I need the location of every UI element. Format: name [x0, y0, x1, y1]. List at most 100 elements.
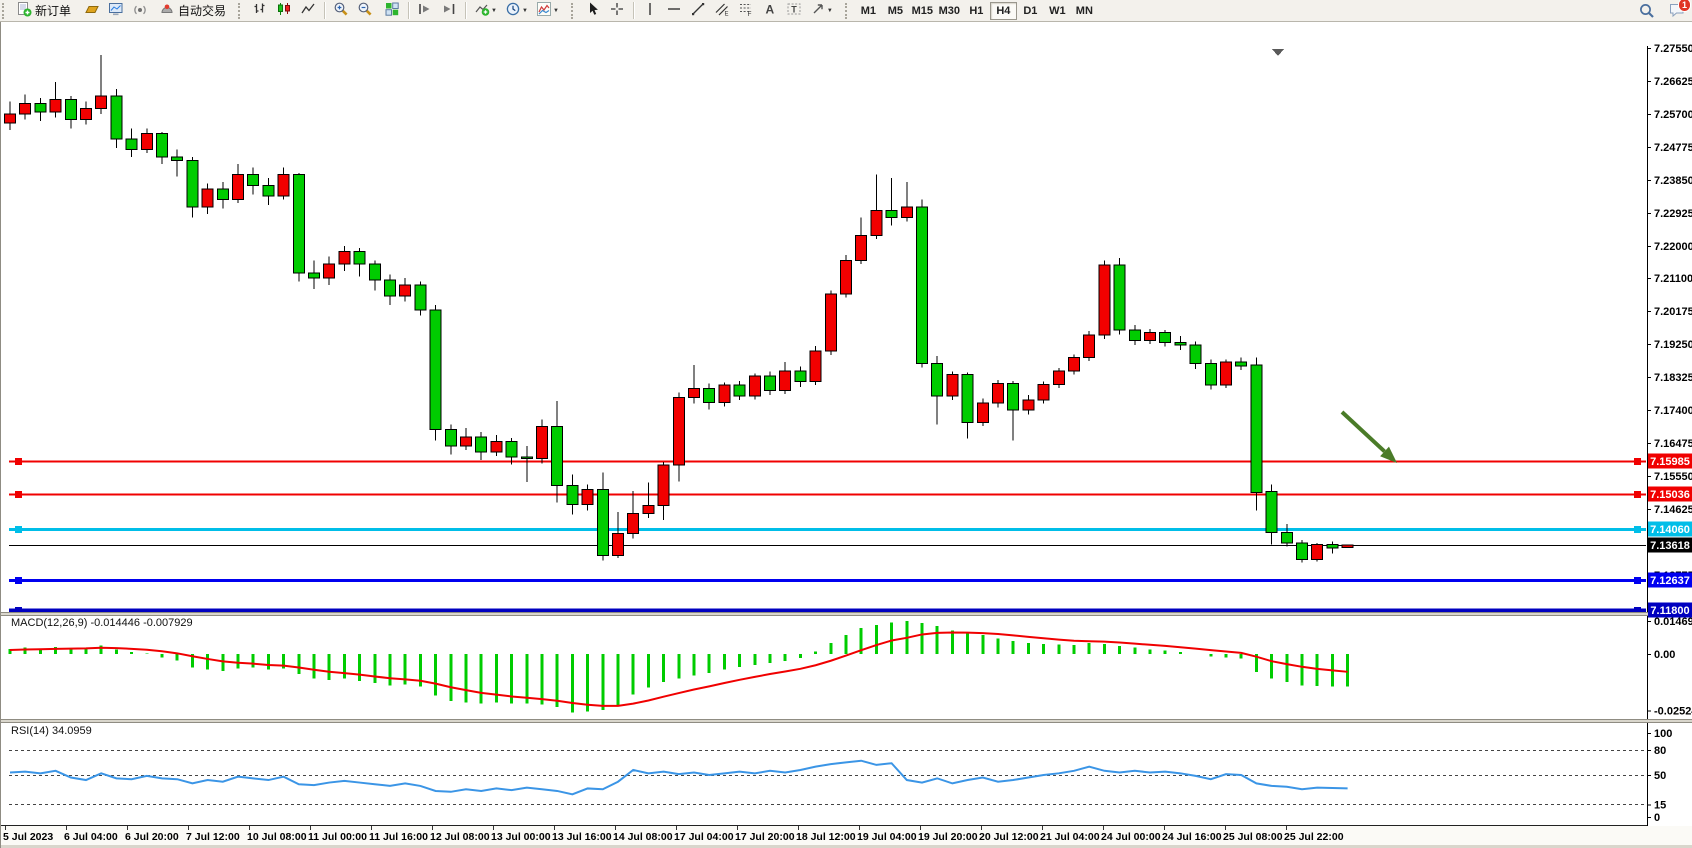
chevron-down-icon: ▼ [552, 7, 559, 14]
timeframe-h4-button[interactable]: H4 [989, 1, 1017, 20]
svg-text:13 Jul 16:00: 13 Jul 16:00 [552, 831, 612, 843]
line-handle[interactable] [1634, 607, 1641, 614]
monitor-chart-icon [108, 1, 124, 20]
search-button[interactable] [1635, 3, 1659, 23]
horizontal-line-7.14060[interactable] [9, 526, 1646, 533]
candlestick-icon [276, 1, 292, 20]
fibonacci-icon: F [738, 1, 754, 20]
line-handle[interactable] [1634, 491, 1641, 498]
crosshair-tool-button[interactable] [606, 1, 628, 21]
timeframe-m1-button[interactable]: M1 [855, 2, 882, 20]
horizontal-line-7.15985[interactable] [9, 458, 1646, 465]
line-handle[interactable] [1634, 577, 1641, 584]
toolbar-grip[interactable] [570, 2, 578, 19]
trendline-tool-button[interactable] [687, 1, 709, 21]
svg-text:80: 80 [1654, 745, 1666, 757]
zoom-out-button[interactable] [354, 1, 376, 21]
timeframe-w1-button[interactable]: W1 [1044, 2, 1071, 20]
chart-canvas[interactable]: 7.27550 7.26625 7.25700 7.24775 7.23850 7.229… [1, 22, 1692, 848]
new-order-button[interactable]: 新订单 [13, 1, 74, 21]
timeframe-m30-button[interactable]: M30 [936, 2, 963, 20]
zoom-in-icon [333, 1, 349, 20]
price-axis[interactable]: 7.27550 7.26625 7.25700 7.24775 7.23850 7.229… [1647, 43, 1692, 824]
auto-scroll-icon [417, 1, 433, 20]
horizontal-line-tool-button[interactable] [663, 1, 685, 21]
svg-text:19 Jul 04:00: 19 Jul 04:00 [857, 831, 917, 843]
zoom-out-icon [357, 1, 373, 20]
line-handle[interactable] [15, 458, 22, 465]
svg-text:F: F [747, 11, 751, 17]
broadcast-button[interactable] [129, 1, 151, 21]
pane-separator[interactable] [1, 719, 1692, 723]
svg-text:21 Jul 04:00: 21 Jul 04:00 [1040, 831, 1100, 843]
candlestick-mode-button[interactable] [273, 1, 295, 21]
svg-text:20 Jul 12:00: 20 Jul 12:00 [979, 831, 1039, 843]
broadcast-icon [132, 1, 148, 20]
line-chart-icon [300, 1, 316, 20]
text-tool-button[interactable]: A [759, 1, 781, 21]
line-handle[interactable] [15, 491, 22, 498]
text-label-tool-button[interactable]: T [783, 1, 805, 21]
timeframe-m5-button[interactable]: M5 [882, 2, 909, 20]
arrow-annotation[interactable] [1340, 410, 1397, 463]
new-order-icon [16, 1, 32, 20]
horizontal-line-7.15036[interactable] [9, 491, 1646, 498]
fibonacci-tool-button[interactable]: F [735, 1, 757, 21]
indicators-button[interactable]: ▼ [533, 1, 562, 21]
gold-icon [84, 1, 100, 20]
text-label-icon: T [786, 1, 802, 20]
pane-separator[interactable] [1, 612, 1692, 616]
toolbar: 新订单 自动交易 [0, 0, 1692, 22]
svg-text:7.15550: 7.15550 [1654, 471, 1692, 483]
horizontal-line-objects[interactable] [9, 458, 1646, 614]
auto-scroll-button[interactable] [414, 1, 436, 21]
line-handle[interactable] [15, 526, 22, 533]
line-chart-mode-button[interactable] [297, 1, 319, 21]
toolbar-grip[interactable] [2, 2, 9, 19]
macd-signal-line [9, 631, 1348, 707]
svg-text:25 Jul 08:00: 25 Jul 08:00 [1223, 831, 1283, 843]
cursor-tool-button[interactable] [582, 1, 604, 21]
line-handle[interactable] [1634, 526, 1641, 533]
rsi-pane [9, 750, 1646, 805]
time-axis[interactable]: 5 Jul 2023 6 Jul 04:00 6 Jul 20:00 7 Jul 12… [1, 826, 1692, 848]
zoom-in-button[interactable] [330, 1, 352, 21]
chart-shift-marker[interactable] [1272, 49, 1284, 56]
timeframe-mn-button[interactable]: MN [1071, 2, 1098, 20]
timeframe-d1-button[interactable]: D1 [1017, 2, 1044, 20]
horizontal-line-7.12637[interactable] [9, 577, 1646, 584]
svg-text:7.19250: 7.19250 [1654, 339, 1692, 351]
svg-text:24 Jul 00:00: 24 Jul 00:00 [1101, 831, 1161, 843]
ohlc-bars-icon [252, 1, 268, 20]
svg-text:11 Jul 16:00: 11 Jul 16:00 [369, 831, 428, 843]
bar-chart-mode-button[interactable] [249, 1, 271, 21]
toolbar-grip[interactable] [844, 2, 852, 19]
chevron-down-icon: ▼ [826, 7, 833, 14]
svg-text:7.24775: 7.24775 [1654, 142, 1692, 154]
vertical-line-tool-button[interactable] [639, 1, 661, 21]
channel-tool-button[interactable]: E [711, 1, 733, 21]
period-button[interactable]: ▼ [502, 1, 531, 21]
toolbar-grip[interactable] [238, 2, 245, 19]
line-handle[interactable] [15, 607, 22, 614]
chat-button[interactable]: 1 [1668, 0, 1691, 24]
svg-text:100: 100 [1654, 728, 1672, 740]
timeframe-h1-button[interactable]: H1 [963, 2, 990, 20]
mql-wizard-button[interactable] [81, 1, 103, 21]
svg-text:6 Jul 20:00: 6 Jul 20:00 [125, 831, 179, 843]
svg-text:7 Jul 12:00: 7 Jul 12:00 [186, 831, 240, 843]
arrows-tool-button[interactable]: ▼ [807, 1, 836, 21]
line-handle[interactable] [1634, 458, 1641, 465]
svg-text:-0.02524: -0.02524 [1654, 706, 1692, 718]
line-handle[interactable] [15, 577, 22, 584]
market-watch-button[interactable] [105, 1, 127, 21]
horizontal-line-7.11800[interactable] [9, 607, 1646, 614]
autotrading-button[interactable]: 自动交易 [156, 1, 229, 21]
timeframe-m15-button[interactable]: M15 [909, 2, 936, 20]
chart-shift-button[interactable] [438, 1, 460, 21]
chart-window: ▼USDCNH-,H4 7.13544 7.13637 7.13538 7.13… [0, 22, 1692, 848]
new-chart-button[interactable]: ▼ [471, 1, 500, 21]
svg-text:7.16475: 7.16475 [1654, 438, 1692, 450]
tile-windows-button[interactable] [381, 1, 403, 21]
